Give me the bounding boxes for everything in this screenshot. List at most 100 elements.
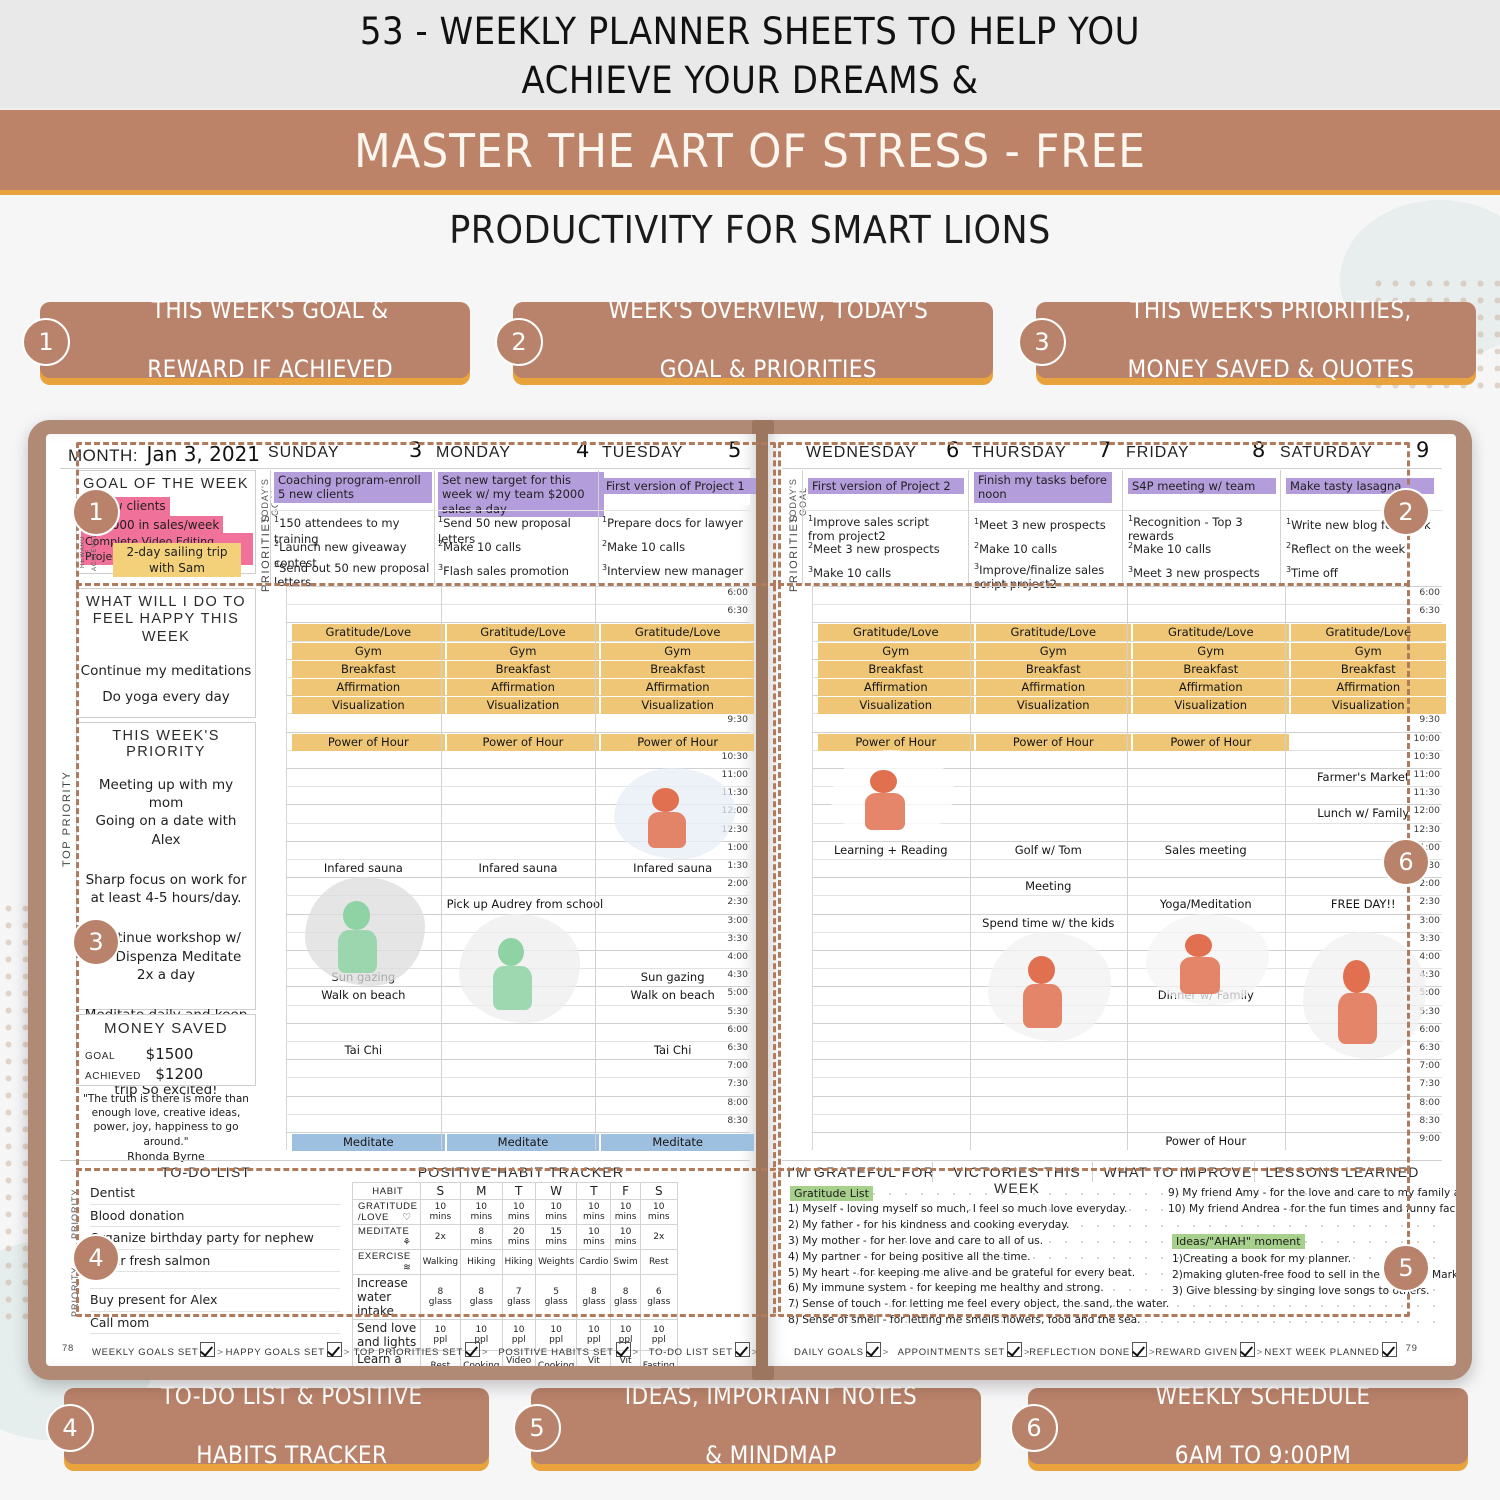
schedule-event[interactable]: Power of Hour — [446, 733, 600, 751]
happy-line-2[interactable]: Do yoga every day — [102, 689, 230, 706]
gratitude-item[interactable]: 1) Myself - loving myself so much, I fee… — [788, 1203, 1128, 1215]
day-goal-friday[interactable]: S4P meeting w/ team — [1128, 478, 1276, 495]
priority-monday-3[interactable]: 3Flash sales promotion — [438, 563, 569, 578]
schedule-event[interactable]: Gratitude/Love — [1133, 624, 1289, 642]
habit-value[interactable]: 8 glass — [460, 1274, 503, 1320]
check-icon[interactable] — [865, 1342, 881, 1357]
idea-item[interactable]: 3) Give blessing by singing love songs t… — [1172, 1284, 1430, 1297]
gratitude-list-continued[interactable]: 9) My friend Amy - for the love and care… — [1168, 1186, 1456, 1218]
check-icon[interactable] — [1381, 1342, 1397, 1357]
habit-value[interactable]: 10 mins — [460, 1199, 503, 1225]
schedule-event[interactable]: Gratitude/Love — [975, 624, 1131, 642]
habit-value[interactable]: Hiking — [460, 1249, 503, 1275]
todo-item[interactable]: Dentist — [90, 1182, 340, 1205]
idea-item[interactable]: 1)Creating a book for my planner. — [1172, 1253, 1352, 1265]
habit-value[interactable]: 20 mins — [501, 1224, 536, 1250]
habit-value[interactable]: 15 mins — [534, 1224, 578, 1250]
habit-value[interactable]: Cardio — [576, 1249, 612, 1275]
footer-check-item[interactable]: HAPPY GOALS SET > — [226, 1342, 350, 1358]
schedule-event[interactable]: Breakfast — [446, 660, 600, 678]
gratitude-area[interactable] — [786, 1186, 1436, 1326]
priority-friday-1[interactable]: 1Recognition - Top 3 rewards — [1128, 514, 1243, 543]
schedule-event[interactable]: FREE DAY!! — [1330, 897, 1396, 912]
schedule-event[interactable]: Golf w/ Tom — [1014, 842, 1082, 857]
schedule-event[interactable]: Gym — [975, 642, 1131, 660]
schedule-event[interactable]: Meditate — [446, 1134, 600, 1151]
habit-row[interactable]: GRATITUDE /LOVE ♡ 10 mins 10 mins 10 mins 10 mins… — [352, 1199, 678, 1225]
schedule-event[interactable]: Power of Hour — [975, 733, 1131, 751]
check-icon[interactable] — [615, 1342, 631, 1357]
schedule-event[interactable]: Gratitude/Love — [818, 624, 974, 642]
schedule-event[interactable]: Power of Hour — [1133, 733, 1289, 751]
schedule-event[interactable]: Breakfast — [1133, 660, 1289, 678]
schedule-event[interactable]: Affirmation — [1133, 679, 1289, 696]
check-icon[interactable] — [1006, 1342, 1022, 1357]
schedule-event[interactable]: Gym — [1290, 642, 1446, 660]
schedule-event[interactable]: Walk on beach — [630, 988, 715, 1003]
habit-value[interactable]: 7 glass — [501, 1274, 536, 1320]
gratitude-item[interactable]: 5) My heart - for keeping me alive and b… — [788, 1266, 1136, 1279]
check-icon[interactable] — [1239, 1342, 1255, 1357]
habit-value[interactable]: Rest — [639, 1249, 678, 1275]
habit-row[interactable]: Increase water intake 8 glass 8 glass 7 glass 5… — [352, 1274, 678, 1320]
habit-value[interactable]: 8 glass — [610, 1274, 641, 1320]
schedule-event[interactable]: Affirmation — [818, 679, 974, 696]
habit-value[interactable]: Weights — [534, 1249, 578, 1275]
priority-friday-2[interactable]: 2Make 10 calls — [1128, 541, 1212, 556]
footer-check-item[interactable]: REFLECTION DONE > — [1029, 1342, 1155, 1358]
schedule-event[interactable]: Visualization — [818, 697, 974, 715]
priority-saturday-3[interactable]: 3Time off — [1286, 565, 1338, 580]
priority-wednesday-3[interactable]: 3Make 10 calls — [808, 565, 892, 580]
priority-thursday-3[interactable]: 3Improve/finalize sales script project2 — [974, 562, 1105, 591]
schedule-event[interactable]: Learning + Reading — [833, 842, 948, 857]
schedule-event[interactable]: Infared sauna — [633, 861, 713, 875]
todo-item[interactable]: Call mom — [90, 1312, 340, 1334]
schedule-event[interactable]: Lunch w/ Family — [1317, 806, 1410, 821]
schedule-event[interactable]: Visualization — [601, 697, 754, 715]
footer-check-item[interactable]: POSITIVE HABITS SET > — [498, 1342, 638, 1358]
priority-sunday-3[interactable]: 3Send out 50 new proposal letters — [274, 560, 430, 589]
habit-value[interactable]: 10 mins — [610, 1199, 641, 1225]
priority-wednesday-2[interactable]: 2Meet 3 new prospects — [808, 541, 940, 556]
priority-tuesday-3[interactable]: 3Interview new manager — [602, 563, 744, 578]
schedule-event[interactable]: Sales meeting — [1164, 842, 1247, 857]
gratitude-item[interactable]: 4) My partner - for being positive all t… — [788, 1250, 1031, 1263]
schedule-event[interactable]: Visualization — [975, 697, 1131, 715]
gratitude-item[interactable]: 10) My friend Andrea - for the fun times… — [1168, 1202, 1456, 1215]
habit-value[interactable]: 10 mins — [639, 1199, 678, 1225]
schedule-event[interactable]: Affirmation — [1290, 679, 1446, 696]
schedule-event[interactable]: Affirmation — [292, 679, 445, 696]
todo-item[interactable]: Blood donation — [90, 1205, 340, 1227]
schedule-event[interactable]: Visualization — [292, 697, 445, 715]
schedule-event[interactable]: Meditate — [292, 1134, 445, 1151]
priority-monday-1[interactable]: 1Send 50 new proposal letters — [438, 515, 571, 546]
habit-value[interactable]: 2x — [419, 1224, 462, 1250]
habit-value[interactable]: Swim — [610, 1249, 641, 1275]
callout-5[interactable]: IDEAS, IMPORTANT NOTES & MINDMAP — [531, 1382, 981, 1469]
habit-value[interactable]: Walking — [419, 1249, 462, 1275]
schedule-event[interactable]: Breakfast — [1290, 660, 1446, 678]
callout-1[interactable]: THIS WEEK'S GOAL & REWARD IF ACHIEVED — [40, 296, 470, 383]
footer-check-item[interactable]: REWARD GIVEN > — [1155, 1342, 1263, 1358]
schedule-event[interactable]: Affirmation — [446, 679, 600, 696]
schedule-event[interactable]: Affirmation — [975, 679, 1131, 696]
habit-value[interactable]: 10 mins — [501, 1199, 536, 1225]
todo-item[interactable]: Buy present for Alex — [90, 1289, 340, 1312]
week-priority-item-3[interactable]: Continue workshop w/ Joe Dispenza Medita… — [90, 930, 242, 983]
habit-row[interactable]: Learn a new skillRestCookingVideoEditCoo… — [352, 1350, 678, 1366]
habit-value[interactable]: 10 mins — [419, 1199, 462, 1225]
footer-check-item[interactable]: TO-DO LIST SET > — [649, 1342, 756, 1358]
priority-tuesday-2[interactable]: 2Make 10 calls — [602, 539, 686, 554]
todo-item[interactable]: Organize birthday party for nephew — [90, 1227, 340, 1250]
schedule-event[interactable]: Tai Chi — [344, 1043, 383, 1057]
week-priority-item-1[interactable]: Meeting up with my mom Going on a date wi… — [95, 777, 237, 848]
reward-if-achieved-value[interactable]: 2-day sailing trip with Sam — [113, 543, 241, 578]
schedule-event[interactable]: Tai Chi — [653, 1043, 692, 1057]
money-achieved-value[interactable]: $1200 — [155, 1065, 204, 1083]
priority-friday-3[interactable]: 3Meet 3 new prospects — [1128, 565, 1260, 580]
habit-value[interactable]: 8 glass — [576, 1274, 612, 1320]
habit-value[interactable]: 10 mins — [576, 1224, 612, 1250]
schedule-event[interactable]: Visualization — [1133, 697, 1289, 715]
callout-2[interactable]: WEEK'S OVERVIEW, TODAY'S GOAL & PRIORITI… — [513, 296, 993, 383]
